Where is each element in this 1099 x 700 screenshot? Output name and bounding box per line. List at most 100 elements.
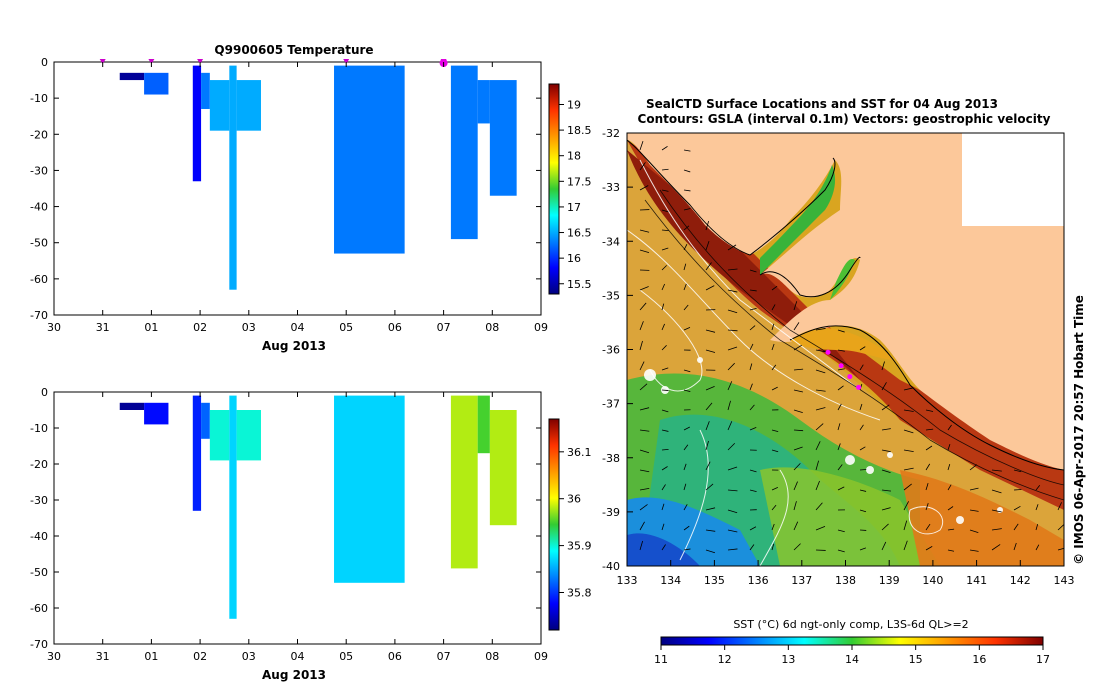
temperature-x-ticks: 30 31 01 02 03 04 05 06 07 08 09 bbox=[47, 62, 548, 334]
velocity-vector bbox=[815, 460, 819, 471]
colorbar-tick-label: 18.5 bbox=[567, 124, 592, 137]
velocity-vector bbox=[859, 509, 867, 513]
profile-cell bbox=[450, 65, 478, 240]
velocity-vector bbox=[1013, 542, 1017, 551]
lon-tick-label: 134 bbox=[660, 574, 681, 587]
profile-cell bbox=[236, 410, 261, 461]
temperature-colorbar-ticks: 19 18.5 18 17.5 17 16.5 16 15.5 bbox=[559, 98, 592, 291]
salinity-colorbar-ticks: 36.1 36 35.9 35.8 bbox=[559, 446, 592, 599]
velocity-vector bbox=[705, 385, 715, 391]
velocity-vector bbox=[749, 269, 757, 273]
sst-colorbar-tick-label: 12 bbox=[718, 653, 732, 666]
velocity-vector bbox=[683, 548, 691, 551]
velocity-vector bbox=[771, 504, 777, 511]
profile-cell bbox=[334, 395, 405, 583]
velocity-vector bbox=[639, 185, 649, 191]
velocity-vector bbox=[683, 463, 687, 471]
velocity-vector bbox=[991, 544, 1001, 551]
velocity-vector bbox=[859, 364, 864, 371]
velocity-vector bbox=[815, 407, 826, 411]
velocity-vector bbox=[639, 521, 645, 531]
velocity-vector bbox=[727, 466, 738, 471]
temperature-cells bbox=[119, 65, 517, 290]
velocity-vector bbox=[705, 483, 714, 491]
y-tick-label: -10 bbox=[30, 422, 48, 435]
y-tick-label: -20 bbox=[30, 128, 48, 141]
velocity-vector bbox=[749, 363, 753, 371]
velocity-vector bbox=[749, 307, 757, 311]
x-tick-label: 07 bbox=[437, 321, 451, 334]
velocity-vector bbox=[925, 503, 929, 511]
y-tick-label: 0 bbox=[41, 56, 48, 69]
x-tick-label: 01 bbox=[144, 650, 158, 663]
x-tick-label: 07 bbox=[437, 650, 451, 663]
velocity-vector bbox=[727, 509, 738, 514]
lat-tick-label: -33 bbox=[602, 181, 620, 194]
velocity-vector bbox=[683, 208, 691, 211]
velocity-vector bbox=[749, 383, 753, 391]
velocity-vector bbox=[815, 526, 826, 531]
map-lon-ticks: 133 134 135 136 137 138 139 140 141 142 143 bbox=[617, 560, 1075, 587]
velocity-vector bbox=[837, 329, 845, 333]
velocity-vector bbox=[947, 506, 954, 511]
lat-tick-label: -34 bbox=[602, 235, 620, 248]
velocity-vector bbox=[793, 301, 798, 311]
lon-tick-label: 133 bbox=[617, 574, 638, 587]
velocity-vector bbox=[749, 427, 757, 431]
lon-tick-label: 142 bbox=[1010, 574, 1031, 587]
colorbar-tick-label: 17 bbox=[567, 201, 581, 214]
lon-tick-label: 139 bbox=[879, 574, 900, 587]
velocity-vector bbox=[661, 544, 666, 551]
velocity-vector bbox=[793, 501, 797, 511]
velocity-vector bbox=[925, 428, 934, 431]
velocity-vector bbox=[705, 461, 711, 471]
x-tick-label: 08 bbox=[485, 321, 499, 334]
imos-credit: © IMOS 06-Apr-2017 20:57 Hobart Time bbox=[1072, 295, 1086, 565]
velocity-vector bbox=[639, 469, 650, 473]
y-tick-label: -40 bbox=[30, 201, 48, 214]
y-tick-label: -70 bbox=[30, 309, 48, 322]
velocity-vector bbox=[639, 162, 646, 171]
velocity-vector bbox=[661, 448, 669, 451]
velocity-vector bbox=[705, 529, 716, 532]
profile-marker bbox=[197, 59, 204, 64]
velocity-vector bbox=[661, 466, 668, 471]
x-tick-label: 30 bbox=[47, 650, 61, 663]
velocity-vector bbox=[925, 483, 929, 491]
temperature-colorbar bbox=[548, 83, 560, 295]
velocity-vector bbox=[815, 502, 823, 511]
velocity-vector bbox=[771, 304, 776, 311]
x-tick-label: 03 bbox=[242, 650, 256, 663]
velocity-vector bbox=[661, 209, 669, 213]
velocity-vector bbox=[727, 381, 733, 391]
velocity-vector bbox=[1035, 524, 1039, 531]
velocity-vector bbox=[727, 289, 738, 293]
velocity-vector bbox=[859, 346, 866, 351]
colorbar-tick-label: 36.1 bbox=[567, 446, 592, 459]
velocity-vector bbox=[771, 523, 775, 531]
velocity-vector bbox=[683, 304, 689, 311]
lat-tick-label: -40 bbox=[602, 560, 620, 573]
profile-cell bbox=[450, 395, 478, 569]
colorbar-tick-label: 18 bbox=[567, 150, 581, 163]
velocity-vector bbox=[749, 526, 757, 531]
velocity-vector bbox=[881, 507, 891, 511]
x-tick-label: 31 bbox=[96, 650, 110, 663]
profile-cell bbox=[489, 410, 517, 526]
salinity-x-ticks: 30 31 01 02 03 04 05 06 07 08 09 bbox=[47, 392, 548, 663]
map-lat-ticks: -32 -33 -34 -35 -36 -37 -38 -39 -40 bbox=[602, 127, 633, 573]
velocity-vector bbox=[969, 529, 979, 533]
velocity-vector bbox=[947, 444, 951, 451]
velocity-vector bbox=[661, 389, 669, 391]
velocity-vector bbox=[793, 409, 803, 413]
temperature-panel: Q9900605 Temperature 0 -10 -20 -30 -40 -50 -60… bbox=[30, 43, 591, 353]
velocity-vector bbox=[771, 543, 775, 551]
velocity-vector bbox=[793, 389, 803, 393]
profile-cell bbox=[334, 65, 405, 254]
velocity-vector bbox=[727, 346, 738, 351]
velocity-vector bbox=[749, 289, 757, 292]
velocity-vector bbox=[837, 529, 845, 533]
velocity-vector bbox=[1035, 484, 1041, 491]
velocity-vector bbox=[771, 386, 778, 391]
